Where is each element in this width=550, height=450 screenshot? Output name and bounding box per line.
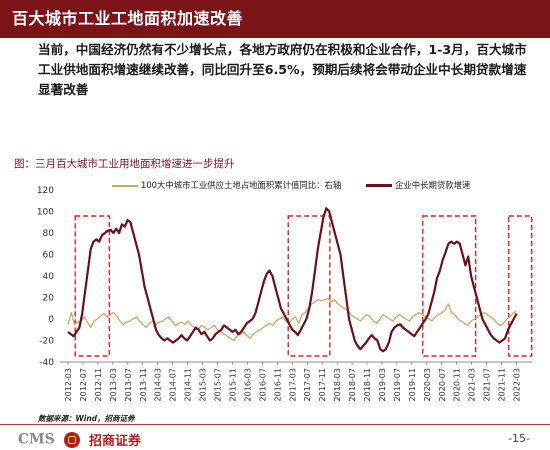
- y-tick-label: 120: [37, 186, 54, 196]
- x-tick-label: 2016-03: [243, 368, 252, 401]
- y-tick-label: 20: [43, 294, 55, 304]
- slide-title: 百大城市工业工地面积加速改善: [12, 9, 244, 28]
- x-tick-label: 2014-07: [169, 368, 178, 401]
- x-tick-label: 2013-07: [124, 368, 133, 401]
- series-line-land: [67, 297, 517, 342]
- legend-item-loan: 企业中长期贷款增速: [366, 179, 470, 191]
- legend-label-loan: 企业中长期贷款增速: [395, 180, 471, 190]
- x-tick-label: 2012-07: [79, 368, 88, 401]
- x-tick-label: 2012-03: [64, 368, 73, 401]
- legend-swatch-loan: [366, 184, 392, 187]
- y-tick-label: 60: [43, 251, 55, 261]
- x-tick-label: 2012-11: [94, 368, 103, 401]
- highlight-box: [422, 215, 477, 357]
- x-tick-label: 2022-03: [513, 368, 522, 401]
- x-tick-label: 2020-11: [453, 368, 462, 401]
- x-tick-label: 2021-07: [483, 368, 492, 401]
- y-tick-label: -40: [39, 358, 54, 368]
- x-tick-label: 2014-11: [184, 368, 193, 401]
- source-note: 数据来源：Wind，招商证券: [38, 414, 135, 423]
- x-tick-label: 2013-03: [109, 368, 118, 401]
- y-tick-label: 40: [43, 272, 55, 282]
- slide-title-bar: 百大城市工业工地面积加速改善: [0, 0, 550, 38]
- logo-cms-text: CMS: [18, 431, 55, 448]
- x-tick-label: 2017-11: [318, 368, 327, 401]
- x-tick-label: 2015-11: [228, 368, 237, 401]
- y-tick-label: 0: [48, 315, 54, 325]
- y-tick-label: 100: [37, 208, 54, 218]
- x-tick-label: 2014-03: [154, 368, 163, 401]
- footer-divider: [0, 424, 550, 425]
- x-tick-label: 2015-07: [214, 368, 223, 401]
- company-logo: CMS 招商证券: [18, 429, 141, 449]
- x-tick-label: 2018-03: [333, 368, 342, 401]
- highlight-box: [287, 215, 331, 357]
- y-tick-label: 80: [43, 229, 55, 239]
- x-tick-label: 2017-07: [303, 368, 312, 401]
- x-tick-label: 2019-03: [378, 368, 387, 401]
- chart-caption: 图：三月百大城市工业用地面积增速进一步提升: [14, 158, 235, 170]
- highlight-box: [74, 215, 111, 357]
- legend-label-land: 100大中城市工业供应土地占地面积累计值同比：右轴: [141, 180, 342, 190]
- page-number: -15-: [508, 432, 530, 445]
- x-tick-label: 2020-03: [423, 368, 432, 401]
- x-tick-label: 2019-11: [408, 368, 417, 401]
- x-tick-label: 2020-07: [438, 368, 447, 401]
- legend-swatch-land: [112, 184, 138, 187]
- x-tick-label: 2018-11: [363, 368, 372, 401]
- x-tick-label: 2018-07: [348, 368, 357, 401]
- highlight-box: [508, 215, 533, 357]
- x-tick-label: 2019-07: [393, 368, 402, 401]
- x-tick-label: 2016-07: [258, 368, 267, 401]
- legend-item-land: 100大中城市工业供应土地占地面积累计值同比：右轴: [112, 179, 341, 191]
- x-tick-label: 2021-03: [468, 368, 477, 401]
- logo-seal-icon: [63, 431, 80, 448]
- x-tick-label: 2021-11: [498, 368, 507, 401]
- logo-company-name: 招商证券: [88, 434, 141, 449]
- x-tick-label: 2016-11: [273, 368, 282, 401]
- x-tick-label: 2015-03: [199, 368, 208, 401]
- x-tick-label: 2017-03: [288, 368, 297, 401]
- series-line-loan: [67, 207, 518, 353]
- summary-text: 当前，中国经济仍然有不少增长点，各地方政府仍在积极和企业合作，1-3月，百大城市…: [38, 42, 527, 97]
- x-tick-label: 2013-11: [139, 368, 148, 401]
- y-tick-label: -20: [39, 337, 54, 347]
